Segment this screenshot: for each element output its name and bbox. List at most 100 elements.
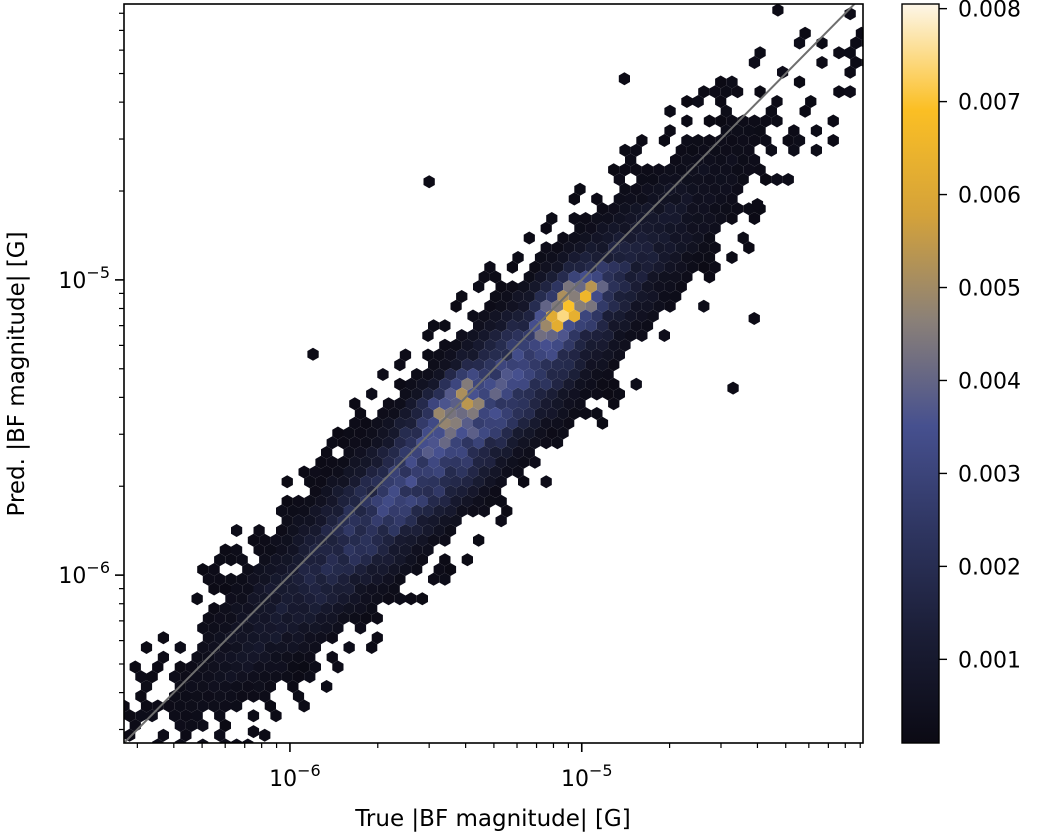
- hexbin-cell: [681, 192, 693, 206]
- hexbin-cell: [276, 602, 288, 615]
- hexbin-cell: [518, 299, 530, 313]
- hexbin-cell: [613, 387, 625, 401]
- hexbin-cell: [501, 368, 513, 381]
- hexbin-cell: [630, 241, 642, 255]
- hexbin-cell: [636, 329, 648, 342]
- hexbin-cell: [337, 611, 350, 625]
- hexbin-cell: [658, 173, 670, 186]
- hexbin-cell: [686, 163, 699, 177]
- hexbin-cell: [613, 329, 625, 342]
- hexbin-cell: [546, 426, 558, 440]
- hexbin-cell: [174, 719, 186, 732]
- hexbin-cell: [495, 299, 507, 313]
- hexbin-cell: [557, 387, 569, 401]
- hexbin-cell: [512, 426, 524, 440]
- hexbin-cell: [242, 582, 254, 596]
- hexbin-cell: [394, 514, 406, 528]
- hexbin-cell: [698, 202, 710, 216]
- hexbin-cell: [382, 553, 395, 567]
- hexbin-cell: [715, 192, 727, 206]
- hexbin-cell: [833, 85, 845, 99]
- hexbin-cell: [394, 397, 406, 411]
- hexbin-cell: [760, 134, 772, 147]
- hexbin-cell: [720, 182, 732, 196]
- hexbin-cell: [625, 309, 637, 323]
- hexbin-cell: [399, 348, 412, 362]
- hexbin-cell: [225, 572, 237, 586]
- hexbin-cell: [523, 368, 535, 381]
- hexbin-cell: [653, 221, 665, 235]
- hexbin-cell: [568, 348, 580, 362]
- hexbin-cell: [675, 260, 687, 274]
- hexbin-cell: [444, 563, 457, 576]
- hexbin-cell: [686, 221, 699, 235]
- hexbin-cell: [574, 319, 586, 333]
- hexbin-cell: [281, 514, 293, 528]
- hexbin-cell: [411, 407, 423, 420]
- hexbin-cell: [664, 104, 676, 118]
- hexbin-cell: [388, 582, 400, 596]
- hexbin-cell: [382, 494, 395, 508]
- hexbin-cell: [574, 338, 586, 352]
- hexbin-cell: [180, 709, 192, 723]
- hexbin-cell: [726, 75, 738, 89]
- hexbin-cell: [394, 358, 406, 372]
- hexbin-cell: [276, 641, 288, 654]
- hexbin-cell: [715, 153, 727, 167]
- hexbin-cell: [529, 299, 541, 313]
- hexbin-cell: [726, 212, 738, 225]
- hexbin-cell: [602, 231, 614, 245]
- hexbin-cell: [298, 465, 310, 479]
- hexbin-cell: [439, 397, 451, 411]
- hexbin-cell: [726, 134, 738, 147]
- hexbin-cell: [377, 446, 389, 459]
- hexbin-cell: [810, 124, 822, 138]
- hexbin-cell: [608, 338, 620, 352]
- hexbin-cell: [850, 56, 862, 69]
- hexbin-cell: [422, 543, 434, 557]
- hexbin-cell: [754, 46, 766, 60]
- hexbin-cell: [326, 592, 338, 606]
- hexbin-cell: [231, 680, 243, 693]
- hexbin-cell: [253, 582, 265, 596]
- hexbin-cell: [287, 563, 299, 576]
- hexbin-cell: [715, 75, 727, 89]
- hexbin-cell: [253, 621, 265, 635]
- hexbin-cell: [799, 104, 811, 118]
- hexbin-cell: [658, 212, 670, 225]
- hexbin-cell: [743, 143, 755, 157]
- hexbin-cell: [315, 494, 327, 508]
- hexbin-cell: [315, 572, 327, 586]
- hexbin-cell: [382, 397, 395, 411]
- hexbin-cell: [484, 475, 496, 489]
- hexbin-cell: [360, 475, 372, 489]
- hexbin-cell: [326, 572, 338, 586]
- hexbin-cell: [793, 134, 806, 147]
- hexbin-cell: [287, 680, 299, 693]
- hexbin-cell: [399, 407, 412, 420]
- hexbin-cell: [450, 436, 462, 450]
- hexbin-cell: [630, 221, 642, 235]
- hexbin-cell: [765, 143, 777, 157]
- hexbin-cell: [180, 670, 192, 684]
- hexbin-cell: [568, 407, 580, 420]
- hexbin-cell: [478, 368, 490, 381]
- hexbin-cell: [456, 485, 468, 498]
- hexbin-cell: [563, 397, 575, 411]
- hexbin-cell: [473, 455, 485, 469]
- hexbin-cell: [540, 299, 552, 313]
- hexbin-cell: [534, 407, 547, 420]
- hexbin-cell: [478, 485, 490, 498]
- hexbin-cell: [281, 670, 293, 684]
- hexbin-cell: [321, 504, 333, 518]
- hexbin-cell: [185, 719, 198, 732]
- hexbin-cell: [309, 660, 321, 674]
- hexbin-cell: [422, 524, 434, 537]
- hexbin-cell: [247, 709, 260, 723]
- hexbin-cell: [405, 455, 417, 469]
- hexbin-cell: [585, 241, 597, 255]
- hexbin-cell: [304, 670, 316, 684]
- hexbin-cell: [349, 514, 361, 528]
- hexbin-cell: [563, 338, 575, 352]
- hexbin-cell: [636, 173, 648, 186]
